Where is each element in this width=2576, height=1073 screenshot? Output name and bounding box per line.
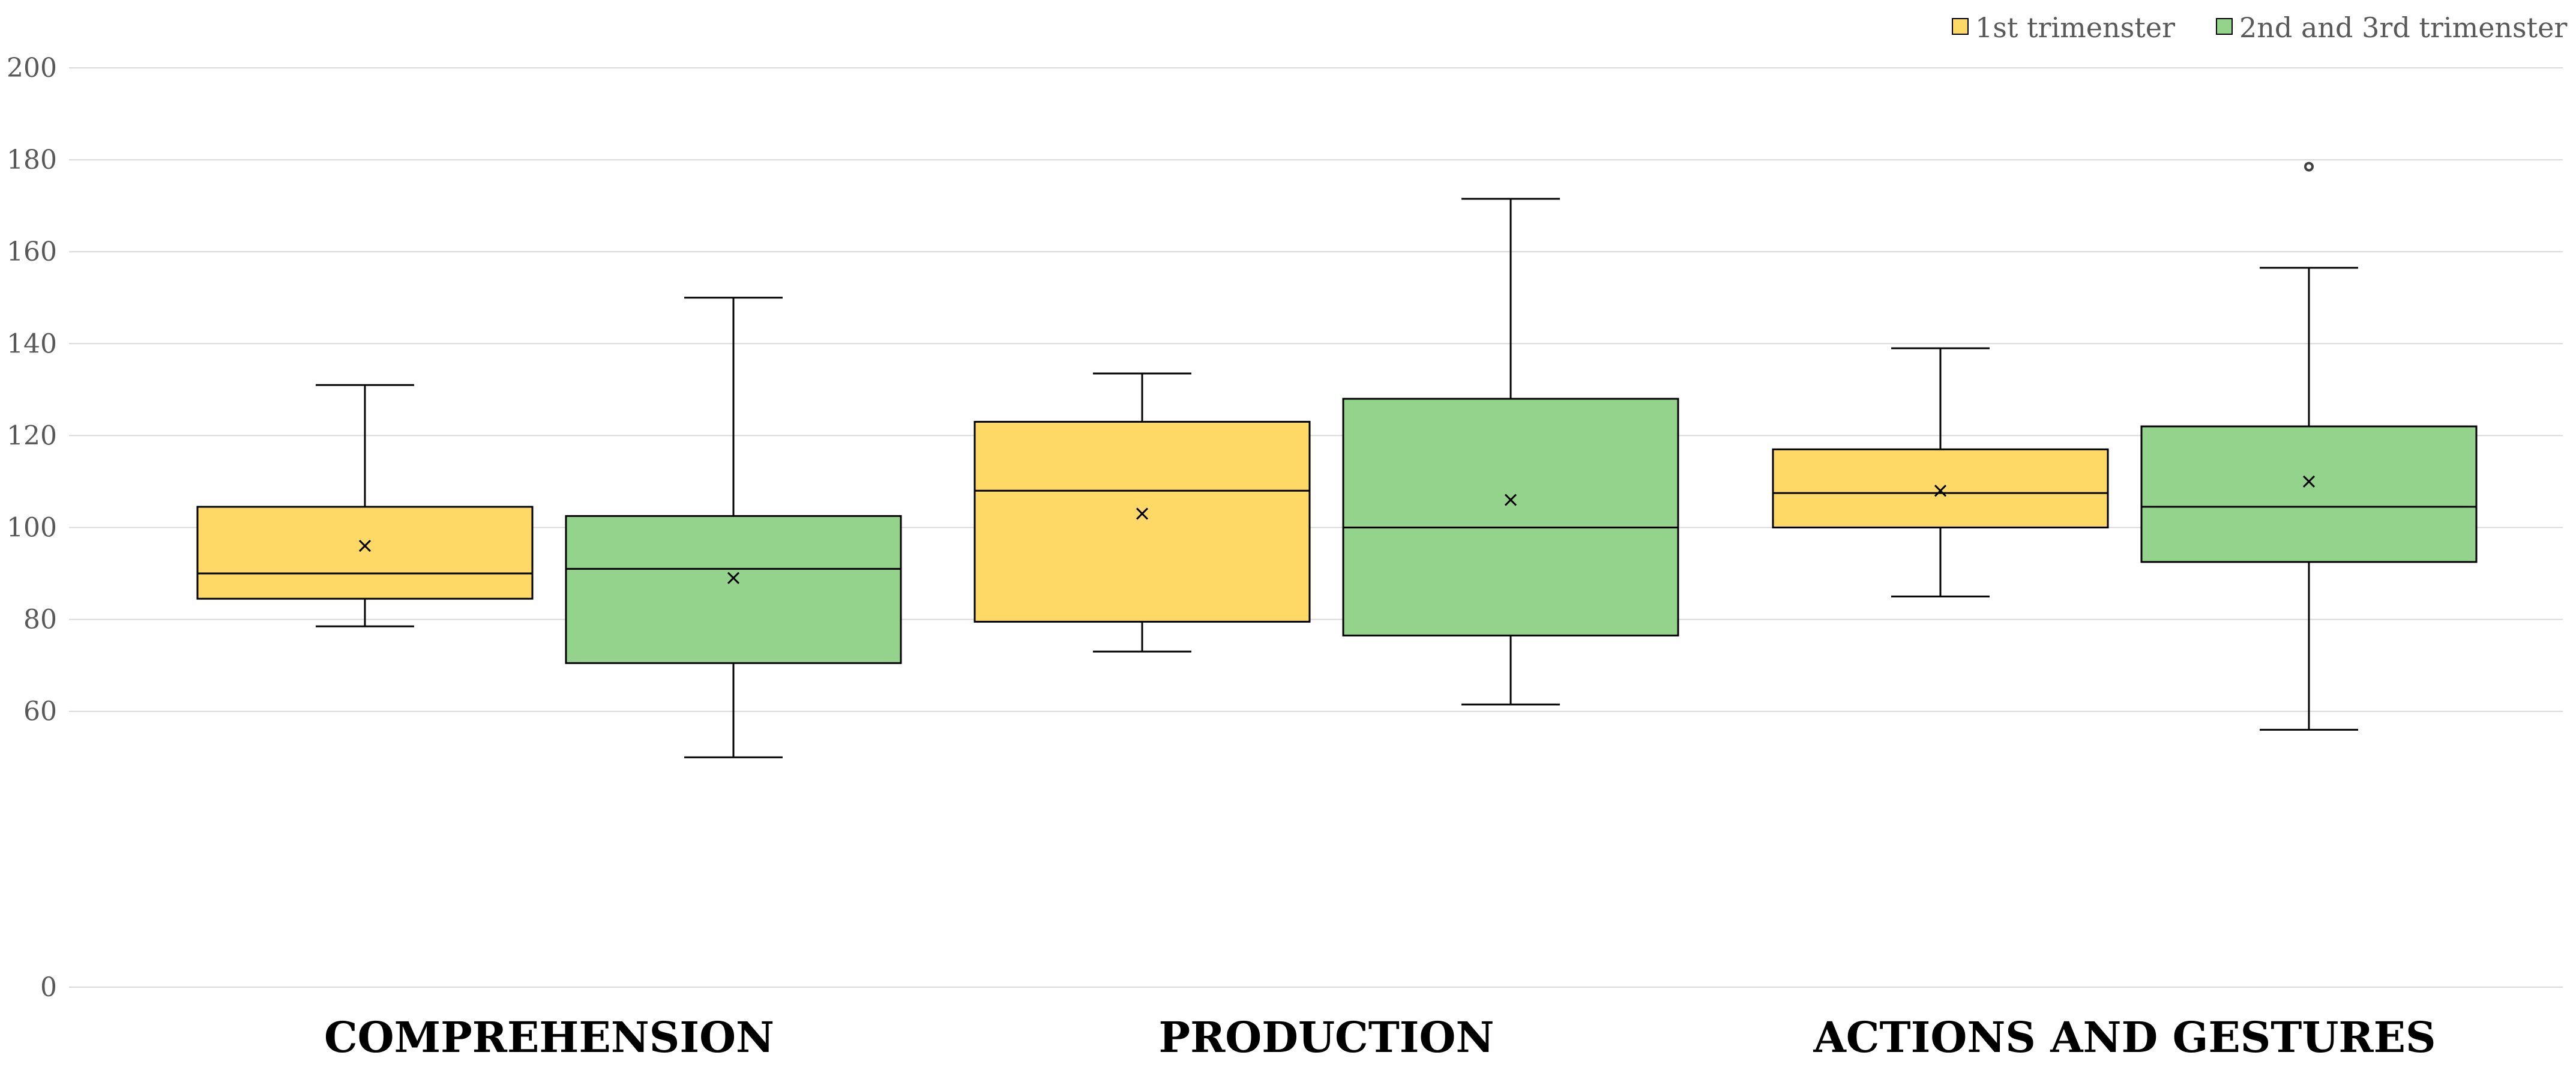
mean-x-stroke xyxy=(358,540,372,552)
iqr-box xyxy=(196,506,534,600)
mean-marker xyxy=(1504,494,1517,506)
y-tick-label: 140 xyxy=(7,328,57,359)
category-label: ACTIONS AND GESTURES xyxy=(1813,1012,2436,1062)
x-axis: COMPREHENSION PRODUCTION ACTIONS AND GESTU… xyxy=(324,1012,2436,1062)
y-tick-label: 60 xyxy=(23,697,57,727)
category-label: PRODUCTION xyxy=(1158,1012,1494,1062)
box-groups xyxy=(196,162,2478,758)
legend-label: 1st trimenster xyxy=(1975,11,2175,44)
box-1st-trimenster-actions-and-gestures xyxy=(1772,347,2109,597)
y-tick-label: 200 xyxy=(7,53,57,83)
box-1st-trimenster-production xyxy=(974,372,1311,653)
mean-x-stroke xyxy=(1934,485,1947,497)
y-tick-label: 160 xyxy=(7,237,57,267)
mean-marker xyxy=(1934,485,1947,497)
y-tick-label: 120 xyxy=(7,420,57,451)
legend: 1st trimenster 2nd and 3rd trimenster xyxy=(1952,11,2567,44)
legend-item: 2nd and 3rd trimenster xyxy=(2216,11,2567,44)
mean-x-stroke xyxy=(727,572,740,584)
mean-marker xyxy=(1136,507,1149,520)
mean-x-stroke xyxy=(1504,494,1517,506)
category-label: COMPREHENSION xyxy=(324,1012,774,1062)
box-1st-trimenster-comprehension xyxy=(196,384,534,627)
iqr-box xyxy=(2140,425,2478,563)
mean-marker xyxy=(727,572,740,584)
y-tick-label: 0 xyxy=(40,972,57,1003)
legend-item: 1st trimenster xyxy=(1952,11,2175,44)
mean-x-stroke xyxy=(1136,507,1149,520)
mean-marker xyxy=(358,540,372,552)
iqr-box xyxy=(1342,397,1679,636)
y-tick-label: 80 xyxy=(23,605,57,635)
box-2nd-and-3rd-trimenster-comprehension xyxy=(565,297,902,758)
mean-marker xyxy=(2302,475,2316,488)
y-tick-label: 100 xyxy=(7,513,57,543)
iqr-box xyxy=(974,420,1311,623)
outlier-point xyxy=(2304,162,2314,172)
iqr-box xyxy=(565,515,902,664)
legend-swatch xyxy=(1952,18,1969,35)
mean-x-stroke xyxy=(2302,475,2316,488)
legend-swatch xyxy=(2216,18,2233,35)
y-axis: 0 60 80 100 120 140 160 180 200 xyxy=(7,53,57,1003)
legend-label: 2nd and 3rd trimenster xyxy=(2239,11,2567,44)
box-2nd-and-3rd-trimenster-production xyxy=(1342,198,1679,706)
y-tick-label: 180 xyxy=(7,145,57,175)
iqr-box xyxy=(1772,448,2109,528)
box-2nd-and-3rd-trimenster-actions-and-gestures xyxy=(2140,162,2478,731)
